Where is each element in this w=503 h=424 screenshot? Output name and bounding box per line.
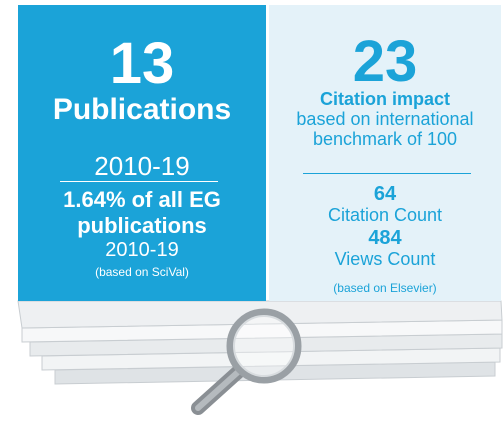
infographic: 13 Publications 2010-19 1.64% of all EG … <box>0 0 503 424</box>
magnifier <box>0 0 503 424</box>
